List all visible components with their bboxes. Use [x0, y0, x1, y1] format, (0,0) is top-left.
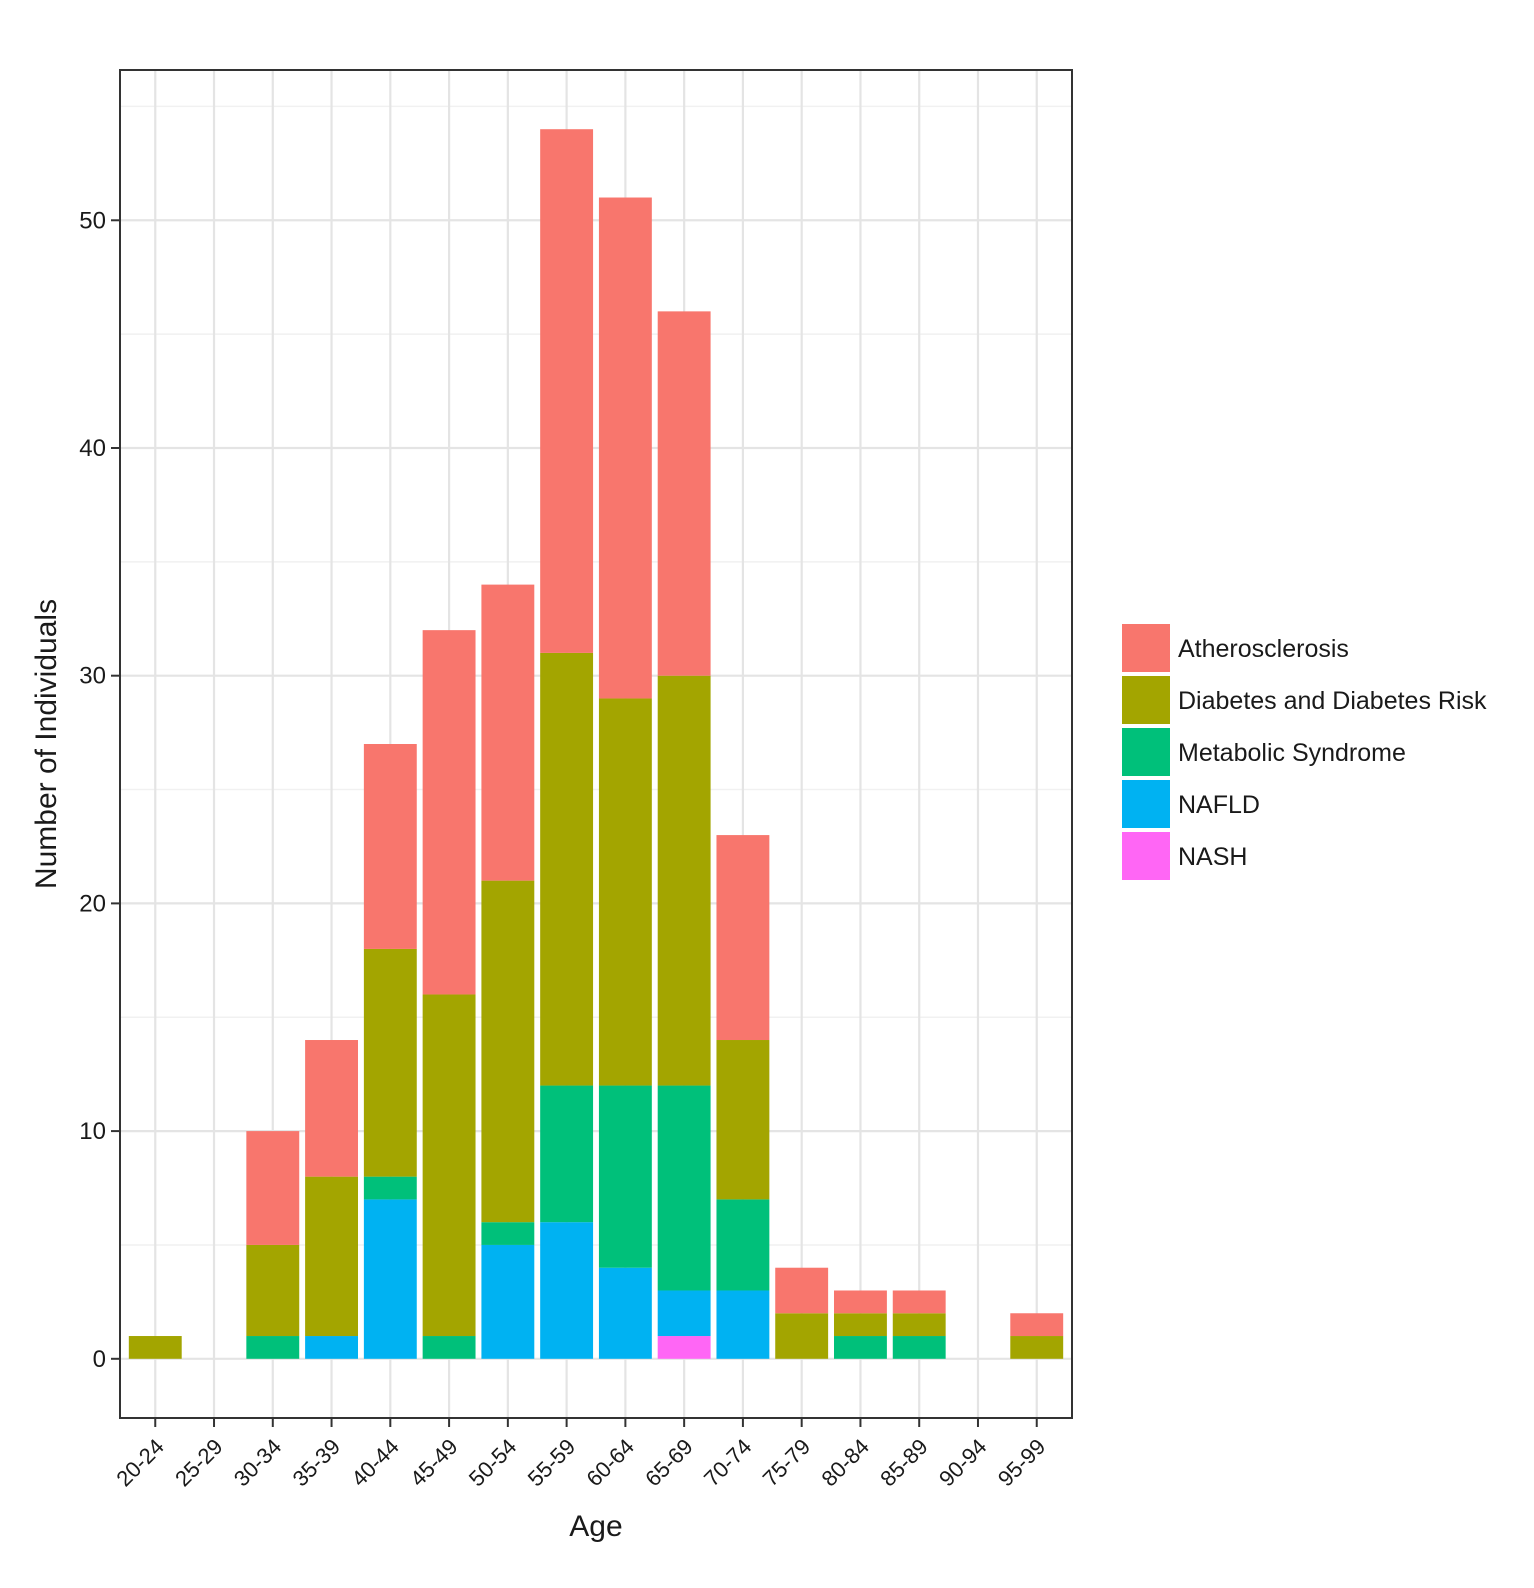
x-tick-label: 20-24 — [111, 1434, 168, 1491]
legend-label-diabetes-and-diabetes-risk: Diabetes and Diabetes Risk — [1178, 687, 1487, 715]
x-axis-title: Age — [569, 1510, 622, 1543]
y-tick-label: 50 — [79, 207, 106, 234]
bar-35-39-atherosclerosis — [305, 1040, 358, 1177]
bar-65-69-nafld — [657, 1290, 711, 1337]
bars — [128, 129, 1064, 1359]
x-axis: 20-24 25-29 30-34 35-39 40-44 45-49 50-54 55-59… — [111, 1418, 1050, 1491]
bar-40-44-nafld — [363, 1199, 417, 1359]
bar-40-44-atherosclerosis — [363, 744, 417, 949]
x-tick-label: 45-49 — [405, 1434, 462, 1491]
bar-30-34-diabetes-and-diabetes-risk — [246, 1244, 300, 1337]
y-tick-label: 0 — [93, 1346, 106, 1373]
bar-65-69-metabolic-syndrome — [657, 1085, 711, 1291]
bar-70-74-metabolic-syndrome — [716, 1199, 770, 1291]
bar-50-54-atherosclerosis — [481, 584, 535, 881]
bar-35-39-diabetes-and-diabetes-risk — [305, 1176, 358, 1337]
bar-80-84-atherosclerosis — [834, 1290, 887, 1314]
legend-label-nafld: NAFLD — [1178, 791, 1260, 819]
bar-55-59-nafld — [540, 1222, 594, 1359]
y-tick-label: 20 — [79, 890, 106, 917]
bar-85-89-atherosclerosis — [892, 1290, 946, 1314]
x-tick-label: 55-59 — [523, 1434, 580, 1491]
x-tick-label: 95-99 — [993, 1434, 1050, 1491]
bar-75-79-atherosclerosis — [775, 1267, 829, 1314]
bar-80-84-metabolic-syndrome — [834, 1336, 887, 1359]
legend-key-nash — [1122, 832, 1170, 880]
bar-30-34-atherosclerosis — [246, 1131, 300, 1245]
bar-55-59-diabetes-and-diabetes-risk — [540, 652, 594, 1086]
bar-60-64-atherosclerosis — [598, 197, 652, 699]
bar-70-74-atherosclerosis — [716, 835, 770, 1041]
x-tick-label: 65-69 — [640, 1434, 697, 1491]
legend-key-nafld — [1122, 780, 1170, 828]
bar-85-89-metabolic-syndrome — [892, 1336, 946, 1359]
y-axis: 0 10 20 30 40 50 — [79, 207, 120, 1373]
legend-label-atherosclerosis: Atherosclerosis — [1178, 635, 1349, 663]
x-tick-label: 70-74 — [699, 1434, 756, 1491]
y-tick-label: 40 — [79, 435, 106, 462]
bar-60-64-diabetes-and-diabetes-risk — [598, 698, 652, 1086]
x-tick-label: 80-84 — [817, 1434, 874, 1491]
x-tick-label: 50-54 — [464, 1434, 521, 1491]
bar-70-74-nafld — [716, 1290, 770, 1359]
y-axis-title: Number of Individuals — [30, 599, 63, 889]
bar-40-44-metabolic-syndrome — [363, 1176, 417, 1200]
x-tick-label: 40-44 — [346, 1434, 403, 1491]
bar-75-79-diabetes-and-diabetes-risk — [775, 1313, 829, 1359]
y-tick-label: 10 — [79, 1118, 106, 1145]
y-tick-label: 30 — [79, 663, 106, 690]
bar-60-64-nafld — [598, 1267, 652, 1359]
legend-key-diabetes-and-diabetes-risk — [1122, 676, 1170, 724]
bar-85-89-diabetes-and-diabetes-risk — [892, 1313, 946, 1337]
bar-95-99-atherosclerosis — [1010, 1313, 1064, 1337]
bar-45-49-metabolic-syndrome — [422, 1336, 476, 1359]
bar-55-59-metabolic-syndrome — [540, 1085, 594, 1223]
bar-45-49-diabetes-and-diabetes-risk — [422, 994, 476, 1337]
bar-65-69-atherosclerosis — [657, 311, 711, 676]
legend: Atherosclerosis Diabetes and Diabetes Ris… — [1122, 624, 1487, 880]
bar-65-69-nash — [657, 1336, 711, 1359]
bar-50-54-metabolic-syndrome — [481, 1222, 535, 1245]
bar-50-54-diabetes-and-diabetes-risk — [481, 880, 535, 1223]
legend-key-metabolic-syndrome — [1122, 728, 1170, 776]
bar-40-44-diabetes-and-diabetes-risk — [363, 948, 417, 1177]
bar-65-69-diabetes-and-diabetes-risk — [657, 675, 711, 1086]
bar-70-74-diabetes-and-diabetes-risk — [716, 1040, 770, 1200]
bar-95-99-diabetes-and-diabetes-risk — [1010, 1336, 1064, 1359]
bar-50-54-nafld — [481, 1244, 535, 1359]
x-tick-label: 35-39 — [288, 1434, 345, 1491]
x-tick-label: 90-94 — [934, 1434, 991, 1491]
bar-20-24-diabetes-and-diabetes-risk — [128, 1336, 182, 1359]
x-tick-label: 75-79 — [758, 1434, 815, 1491]
bar-35-39-nafld — [305, 1336, 358, 1359]
x-tick-label: 25-29 — [170, 1434, 227, 1491]
bar-30-34-metabolic-syndrome — [246, 1336, 300, 1359]
bar-80-84-diabetes-and-diabetes-risk — [834, 1313, 887, 1337]
x-tick-label: 85-89 — [875, 1434, 932, 1491]
plot-border — [119, 69, 1073, 1419]
bar-55-59-atherosclerosis — [540, 129, 594, 653]
x-tick-label: 60-64 — [581, 1434, 638, 1491]
legend-label-metabolic-syndrome: Metabolic Syndrome — [1178, 739, 1406, 767]
x-tick-label: 30-34 — [229, 1434, 286, 1491]
bar-45-49-atherosclerosis — [422, 630, 476, 995]
legend-key-atherosclerosis — [1122, 624, 1170, 672]
legend-label-nash: NASH — [1178, 843, 1247, 871]
bar-60-64-metabolic-syndrome — [598, 1085, 652, 1268]
